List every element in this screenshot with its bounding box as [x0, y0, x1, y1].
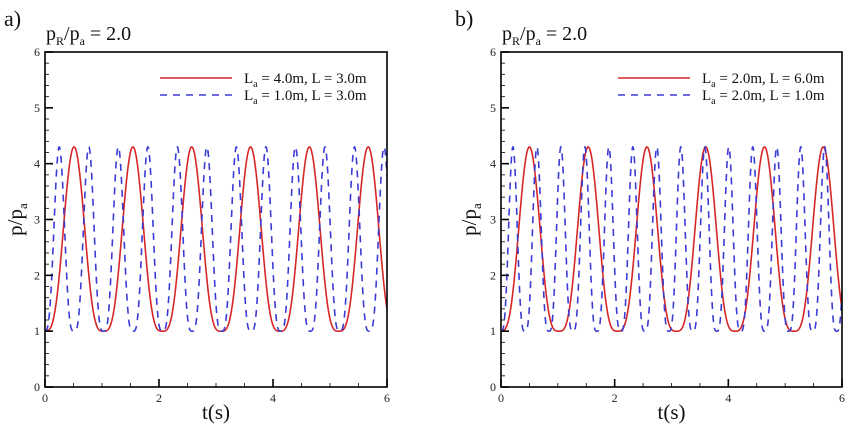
x-tick-label: 2	[612, 391, 618, 405]
y-tick-label: 5	[34, 101, 40, 115]
panel-label: a)	[4, 6, 21, 31]
series-line-dashed	[501, 145, 842, 332]
series-line-solid	[501, 146, 842, 332]
y-tick-label: 2	[490, 268, 496, 282]
y-tick-label: 0	[490, 380, 496, 394]
x-tick-label: 0	[42, 391, 48, 405]
legend-label: La = 4.0m, L = 3.0m	[244, 71, 367, 90]
x-axis-label: t(s)	[658, 400, 686, 424]
x-axis-label: t(s)	[202, 400, 230, 424]
x-tick-label: 4	[725, 391, 731, 405]
chart-panel-b: 0 2 4 6 0 1 2 3 4 5 6 t(s) p/pa b) pR/pa = 2.0 La = 2.0…	[455, 6, 845, 424]
legend-label: La = 2.0m, L = 6.0m	[702, 71, 825, 90]
y-tick-label: 0	[34, 380, 40, 394]
y-tick-label: 6	[34, 45, 40, 59]
x-tick-label: 4	[270, 391, 276, 405]
y-tick-label: 3	[34, 213, 40, 227]
y-tick-label: 6	[490, 45, 496, 59]
chart-title: pR/pa = 2.0	[502, 23, 587, 48]
series-line-dashed	[45, 145, 387, 332]
legend-label: La = 1.0m, L = 3.0m	[244, 88, 367, 107]
legend-label: La = 2.0m, L = 1.0m	[702, 88, 825, 107]
y-tick-label: 4	[490, 157, 496, 171]
x-tick-label: 2	[156, 391, 162, 405]
y-tick-label: 1	[34, 324, 40, 338]
chart-panel-a: 0 2 4 6 0 1 2 3 4 5 6 t(s) p/pa a) pR/pa = 2.0 La = 4.0…	[3, 6, 390, 424]
x-tick-label: 0	[498, 391, 504, 405]
series-line-solid	[45, 146, 387, 332]
x-tick-label: 6	[384, 391, 390, 405]
chart-title: pR/pa = 2.0	[46, 23, 131, 48]
y-axis-label: p/pa	[457, 203, 484, 236]
y-tick-label: 5	[490, 101, 496, 115]
y-tick-label: 2	[34, 268, 40, 282]
y-tick-label: 3	[490, 213, 496, 227]
x-tick-label: 6	[839, 391, 845, 405]
y-axis-label: p/pa	[3, 203, 30, 236]
panel-label: b)	[455, 6, 473, 31]
y-tick-label: 4	[34, 157, 40, 171]
y-tick-label: 1	[490, 324, 496, 338]
